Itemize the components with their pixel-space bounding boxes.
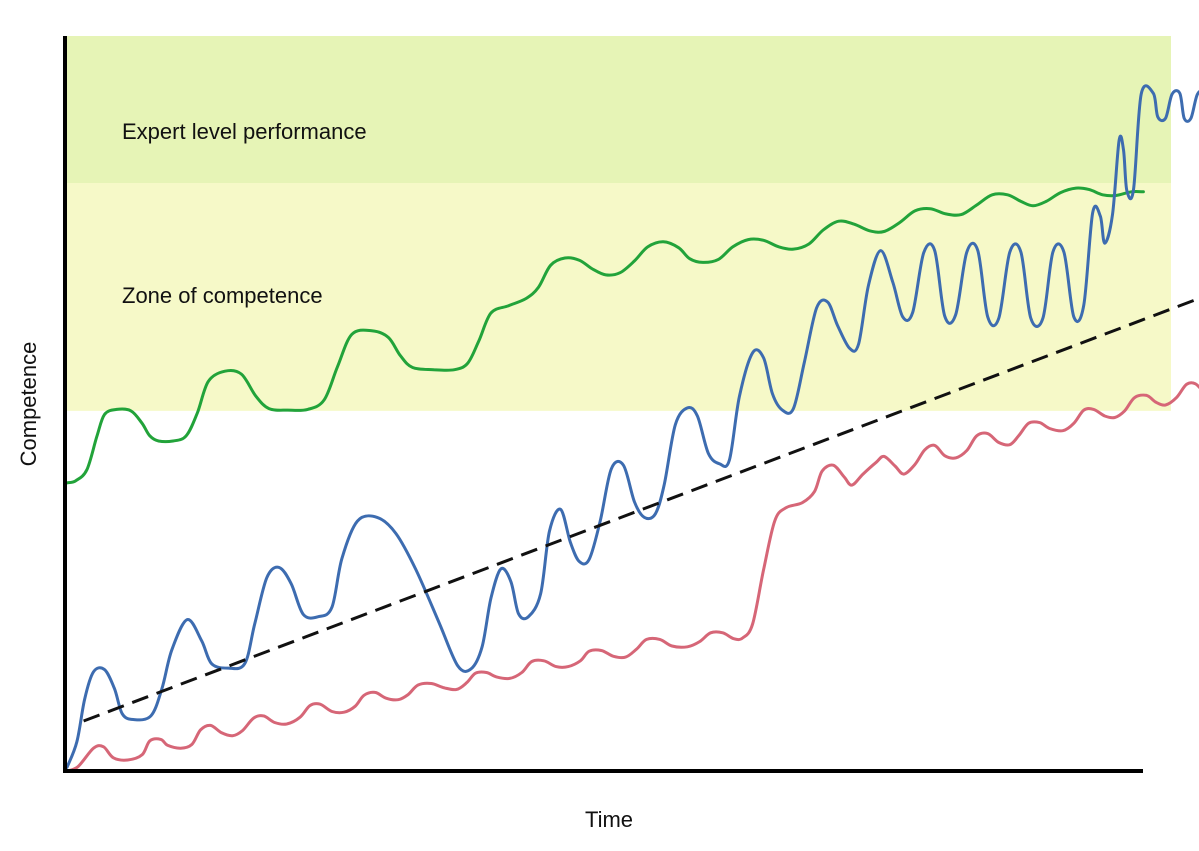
series-lines — [65, 84, 1199, 773]
series-line-blue-learner — [65, 84, 1199, 769]
series-line-average-trend — [83, 296, 1199, 723]
x-axis-title: Time — [585, 807, 633, 832]
zone-of-competence-label: Zone of competence — [122, 283, 323, 308]
series-line-green-learner — [65, 186, 1145, 485]
band-expert-level — [67, 36, 1171, 183]
band-zone-of-competence — [67, 183, 1171, 411]
expert-level-label: Expert level performance — [122, 119, 367, 144]
y-axis-title: Competence — [16, 342, 41, 467]
zone-labels: Zone of competence Expert level performa… — [122, 119, 367, 308]
zone-bands — [67, 36, 1171, 411]
series-line-red-learner — [65, 381, 1199, 773]
axes — [63, 36, 1143, 773]
